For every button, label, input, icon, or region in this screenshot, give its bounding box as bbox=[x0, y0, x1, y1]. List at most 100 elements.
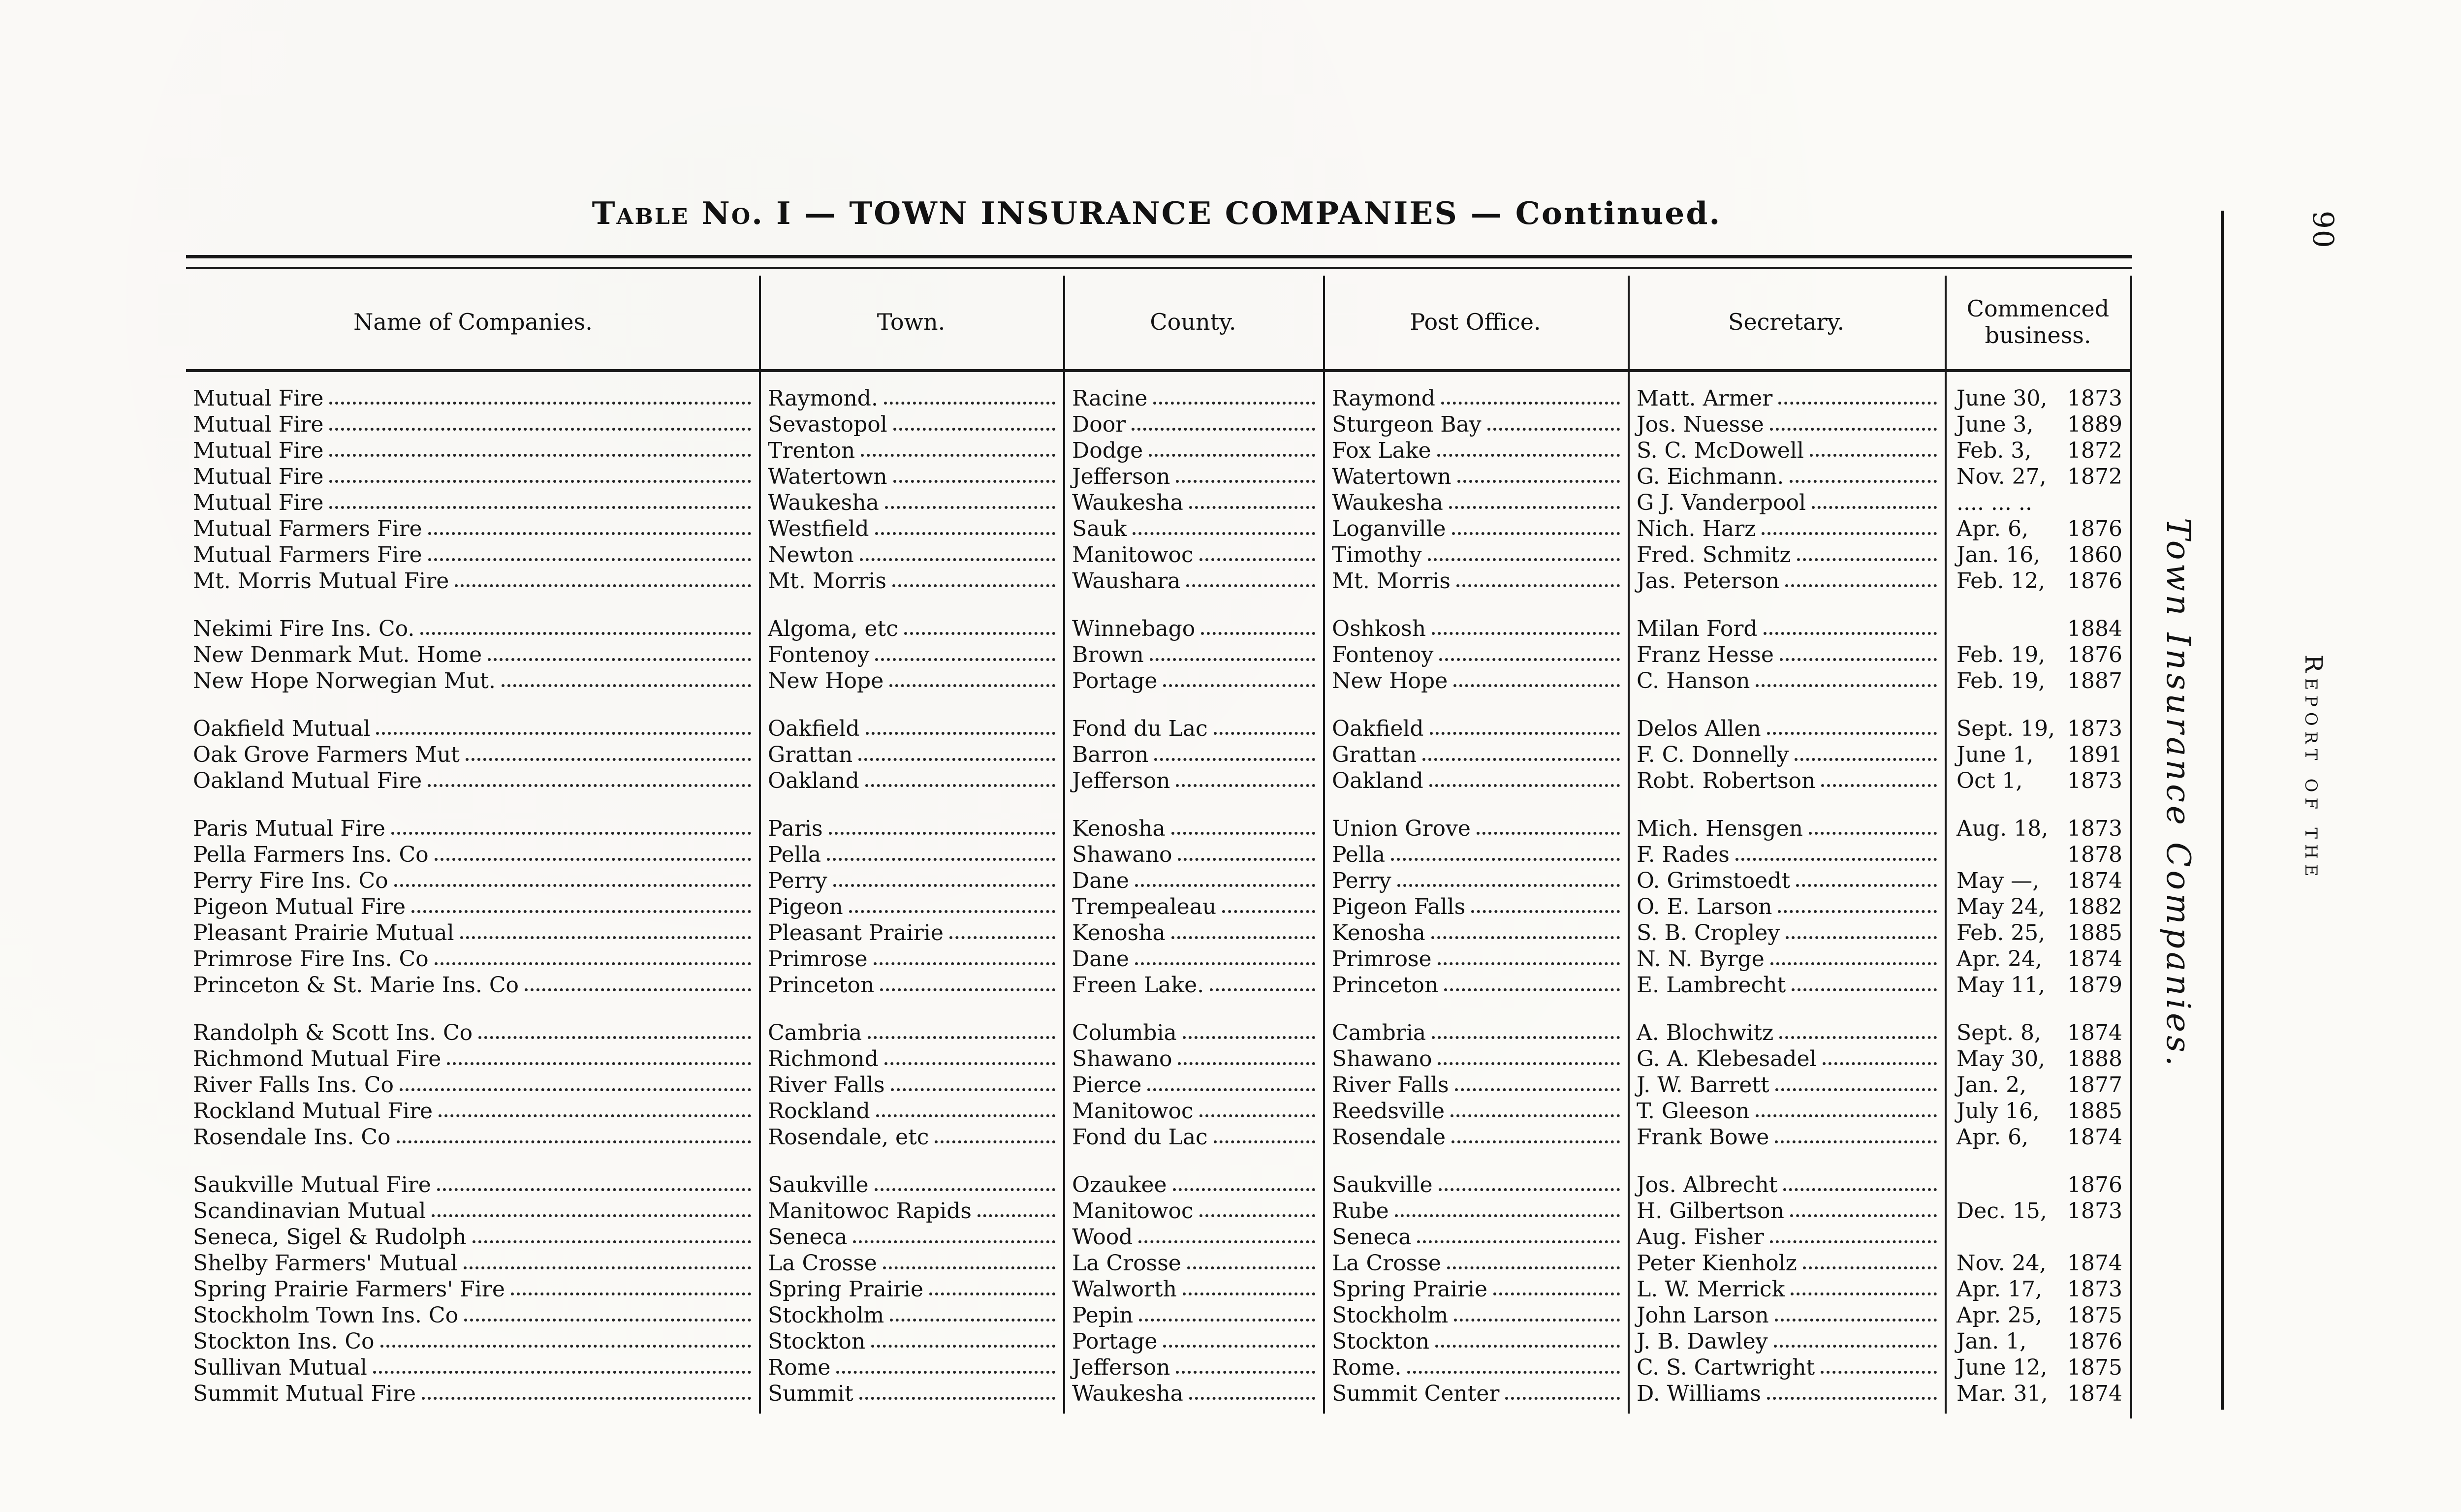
column-divider-1 bbox=[759, 276, 761, 1414]
dot-leader bbox=[853, 1240, 1055, 1243]
cell-text: Grattan bbox=[1332, 742, 1417, 767]
cell-county: Barron bbox=[1063, 741, 1323, 767]
dot-leader bbox=[1213, 1140, 1315, 1143]
cell-name: Pella Farmers Ins. Co bbox=[187, 841, 759, 867]
cell-text: E. Lambrecht bbox=[1637, 973, 1786, 998]
cell-town: La Crosse bbox=[759, 1250, 1063, 1276]
date-year: 1879 bbox=[2067, 973, 2122, 998]
cell-commenced: May 24, 1882 bbox=[1945, 893, 2131, 919]
dot-leader bbox=[1176, 1371, 1315, 1374]
table-row: New Hope Norwegian Mut. New Hope Portage Ne… bbox=[187, 667, 2131, 693]
date-year: 1878 bbox=[2067, 842, 2122, 867]
cell-text: Portage bbox=[1072, 1329, 1158, 1354]
date-month-day: June 30, bbox=[1956, 386, 2048, 411]
cell-post-office: Saukville bbox=[1323, 1171, 1628, 1197]
commenced-date: Feb. 19, 1876 bbox=[1956, 643, 2122, 667]
cell-text: Primrose bbox=[1332, 946, 1432, 972]
cell-post-office: Union Grove bbox=[1323, 815, 1628, 841]
dot-leader bbox=[1786, 936, 1937, 939]
cell-name: Paris Mutual Fire bbox=[187, 815, 759, 841]
commenced-date: Dec. 15, 1873 bbox=[1956, 1199, 2122, 1224]
cell-town: Rome bbox=[759, 1354, 1063, 1380]
dot-leader bbox=[1189, 506, 1315, 509]
cell-name: Rockland Mutual Fire bbox=[187, 1098, 759, 1124]
cell-county: Shawano bbox=[1063, 841, 1323, 867]
dot-leader bbox=[884, 1062, 1055, 1065]
table-row: Oakland Mutual Fire Oakland Jefferson Oakla… bbox=[187, 767, 2131, 793]
table-row: Mutual Fire Sevastopol Door Sturgeon Bay Jos… bbox=[187, 411, 2131, 437]
cell-text: Spring Prairie bbox=[1332, 1277, 1487, 1302]
cell-secretary: Milan Ford bbox=[1628, 615, 1945, 641]
commenced-date: Aug. 18, 1873 bbox=[1956, 817, 2122, 841]
date-year: 1872 bbox=[2067, 438, 2122, 463]
cell-text: Jefferson bbox=[1072, 464, 1170, 489]
dot-leader bbox=[1487, 428, 1620, 431]
cell-town: Trenton bbox=[759, 437, 1063, 463]
cell-name: Richmond Mutual Fire bbox=[187, 1045, 759, 1071]
dot-leader bbox=[400, 1088, 751, 1091]
cell-county: Shawano bbox=[1063, 1045, 1323, 1071]
cell-text: Cambria bbox=[768, 1020, 862, 1045]
cell-text: Mt. Morris bbox=[768, 568, 886, 594]
cell-text: Stockton bbox=[1332, 1329, 1430, 1354]
dot-leader bbox=[1135, 884, 1315, 887]
cell-text: Mutual Farmers Fire bbox=[193, 542, 422, 567]
cell-text: Reedsville bbox=[1332, 1099, 1445, 1124]
cell-text: Watertown bbox=[1332, 464, 1451, 489]
dot-leader bbox=[1812, 506, 1937, 509]
date-month-day: Dec. 15, bbox=[1956, 1198, 2047, 1224]
table-row: Pleasant Prairie Mutual Pleasant Prairie K… bbox=[187, 919, 2131, 945]
cell-text: O. E. Larson bbox=[1637, 894, 1772, 919]
cell-county: Waukesha bbox=[1063, 1380, 1323, 1406]
cell-text: Shelby Farmers' Mutual bbox=[193, 1251, 458, 1276]
date-year: 1888 bbox=[2067, 1046, 2122, 1071]
cell-commenced: Dec. 15, 1873 bbox=[1945, 1197, 2131, 1224]
dot-leader bbox=[935, 1140, 1055, 1143]
cell-text: Manitowoc bbox=[1072, 1099, 1194, 1124]
date-year: 1874 bbox=[2067, 1125, 2122, 1150]
cell-name: Perry Fire Ins. Co bbox=[187, 867, 759, 893]
cell-county: Manitowoc bbox=[1063, 1098, 1323, 1124]
cell-text: Pierce bbox=[1072, 1072, 1142, 1098]
cell-text: Summit Center bbox=[1332, 1381, 1500, 1406]
dot-leader bbox=[884, 506, 1055, 509]
dot-leader bbox=[861, 454, 1055, 457]
cell-county: Kenosha bbox=[1063, 919, 1323, 945]
cell-county: Waukesha bbox=[1063, 489, 1323, 515]
cell-text: Rosendale Ins. Co bbox=[193, 1125, 391, 1150]
cell-post-office: Stockholm bbox=[1323, 1302, 1628, 1328]
row-group-5: Randolph & Scott Ins. Co Cambria Columbia C… bbox=[187, 1019, 2131, 1150]
cell-county: Kenosha bbox=[1063, 815, 1323, 841]
cell-town: River Falls bbox=[759, 1071, 1063, 1098]
cell-text: Manitowoc bbox=[1072, 542, 1194, 567]
cell-post-office: Grattan bbox=[1323, 741, 1628, 767]
cell-county: Sauk bbox=[1063, 515, 1323, 541]
dot-leader bbox=[1792, 988, 1937, 991]
cell-text: F. C. Donnelly bbox=[1637, 742, 1789, 767]
date-year: 1873 bbox=[2067, 1277, 2122, 1302]
cell-town: Pleasant Prairie bbox=[759, 919, 1063, 945]
cell-text: River Falls bbox=[1332, 1072, 1449, 1098]
cell-text: J. W. Barrett bbox=[1637, 1072, 1769, 1098]
cell-commenced: Apr. 17, 1873 bbox=[1945, 1276, 2131, 1302]
dot-leader bbox=[1763, 632, 1937, 635]
dot-leader bbox=[1451, 1140, 1620, 1143]
cell-commenced: Feb. 12, 1876 bbox=[1945, 567, 2131, 594]
cell-secretary: Matt. Armer bbox=[1628, 385, 1945, 411]
dot-leader bbox=[1756, 684, 1937, 687]
dot-leader bbox=[1822, 1062, 1937, 1065]
cell-text: Manitowoc Rapids bbox=[768, 1198, 972, 1224]
dot-leader bbox=[329, 480, 751, 483]
cell-text: Kenosha bbox=[1332, 920, 1425, 945]
date-month-day: May 24, bbox=[1956, 894, 2046, 919]
cell-town: Algoma, etc bbox=[759, 615, 1063, 641]
dot-leader bbox=[420, 632, 751, 635]
table-row: Mutual Fire Waukesha Waukesha Waukesha G J. … bbox=[187, 489, 2131, 515]
dot-leader bbox=[1785, 584, 1937, 587]
cell-text: Sevastopol bbox=[768, 412, 887, 437]
cell-county: Ozaukee bbox=[1063, 1171, 1323, 1197]
dot-leader bbox=[1199, 1214, 1315, 1217]
cell-text: Waukesha bbox=[768, 490, 879, 515]
dot-leader bbox=[1795, 758, 1937, 761]
commenced-date: May 11, 1879 bbox=[1956, 973, 2122, 998]
